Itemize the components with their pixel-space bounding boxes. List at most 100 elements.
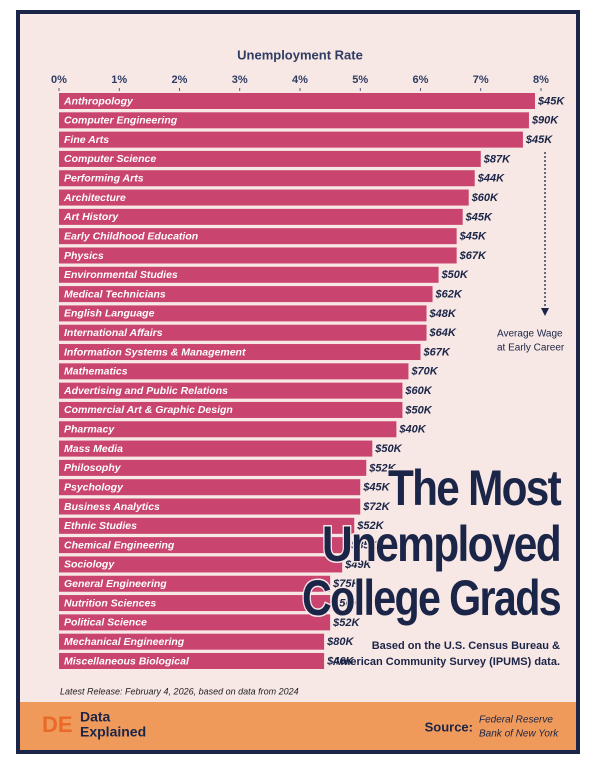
wage-label: $85K: [350, 540, 378, 552]
bar: [59, 614, 331, 631]
brand-name: Explained: [80, 724, 146, 740]
source-text: Federal Reserve: [479, 715, 553, 726]
y-tick-label: Chemical Engineering: [64, 539, 175, 551]
wage-label: $48K: [429, 308, 457, 320]
bar: [59, 247, 457, 264]
annotation: at Early Career: [497, 343, 565, 354]
y-tick-label: General Engineering: [64, 578, 167, 590]
y-tick-label: Psychology: [64, 481, 124, 493]
x-tick-label: 1%: [111, 74, 127, 86]
y-tick-label: Miscellaneous Biological: [64, 655, 190, 667]
bar: [59, 479, 361, 496]
bar: [59, 93, 535, 109]
wage-label: $50K: [374, 443, 402, 455]
bar: [59, 595, 331, 612]
y-tick-label: Sociology: [64, 559, 115, 571]
y-tick-label: Business Analytics: [64, 501, 160, 513]
bar: [59, 556, 343, 573]
y-tick-label: Mass Media: [64, 443, 123, 455]
subtitle: Based on the U.S. Census Bureau &: [372, 640, 560, 652]
wage-label: $62K: [435, 289, 463, 301]
x-tick-label: 6%: [413, 74, 429, 86]
x-tick-label: 8%: [533, 74, 549, 86]
wage-label: $64K: [429, 327, 457, 339]
wage-label: $45K: [537, 95, 565, 107]
bar: [59, 382, 403, 399]
subtitle: American Community Survey (IPUMS) data.: [333, 656, 560, 668]
y-tick-label: International Affairs: [64, 327, 163, 339]
bar: [59, 208, 463, 225]
bar: [59, 363, 409, 380]
bar: [59, 421, 397, 438]
bar: [59, 170, 475, 187]
footer-band: [20, 702, 576, 750]
y-tick-label: Computer Science: [64, 153, 156, 165]
wage-label: $50K: [404, 404, 432, 416]
y-tick-label: Advertising and Public Relations: [63, 385, 228, 397]
y-tick-label: Environmental Studies: [64, 269, 178, 281]
bar: [59, 150, 481, 167]
wage-label: $45K: [465, 211, 493, 223]
y-tick-label: Ethnic Studies: [64, 520, 137, 532]
wage-label: $52K: [356, 520, 384, 532]
y-tick-label: Fine Arts: [64, 134, 109, 146]
chart-title: The Most: [388, 460, 562, 516]
y-tick-label: Mechanical Engineering: [64, 636, 185, 648]
wage-label: $40K: [398, 424, 426, 436]
y-tick-label: Performing Arts: [64, 173, 144, 185]
y-tick-label: Physics: [64, 250, 104, 262]
wage-label: $46K: [326, 655, 354, 667]
brand-logo: DE: [42, 712, 73, 737]
wage-label: $52K: [368, 462, 396, 474]
wage-label: $67K: [423, 346, 451, 358]
wage-label: $45K: [525, 134, 553, 146]
bar: [59, 537, 349, 554]
y-tick-label: Political Science: [64, 617, 147, 629]
x-tick-label: 7%: [473, 74, 489, 86]
y-tick-label: Commercial Art & Graphic Design: [64, 404, 233, 416]
bar: [59, 112, 529, 129]
footnote: Latest Release: February 4, 2026, based …: [60, 686, 299, 696]
x-tick-label: 5%: [352, 74, 368, 86]
bar: [59, 324, 427, 341]
wage-label: $72K: [362, 501, 390, 513]
bar: [59, 401, 403, 418]
bar: [59, 286, 433, 303]
source-label: Source:: [425, 719, 473, 734]
bar: [59, 517, 355, 534]
x-tick-label: 2%: [172, 74, 188, 86]
bar: [59, 131, 523, 148]
bar: [59, 440, 373, 457]
wage-label: $49K: [344, 559, 372, 571]
chart-title: College Grads: [302, 570, 560, 626]
x-tick-label: 0%: [51, 74, 67, 86]
wage-label: $45K: [459, 231, 487, 243]
wage-label: $80K: [326, 636, 354, 648]
bar: [59, 652, 325, 669]
wage-label: $87K: [483, 153, 511, 165]
y-tick-label: Art History: [63, 211, 119, 223]
wage-label: $60K: [471, 192, 499, 204]
y-tick-label: English Language: [64, 308, 155, 320]
x-tick-label: 4%: [292, 74, 308, 86]
wage-label: $50K: [332, 597, 360, 609]
brand-name: Data: [80, 709, 111, 725]
bar: [59, 305, 427, 322]
source-text: Bank of New York: [479, 729, 559, 740]
y-tick-label: Philosophy: [64, 462, 122, 474]
wage-label: $70K: [410, 366, 438, 378]
y-tick-label: Architecture: [63, 192, 126, 204]
wage-label: $75K: [332, 578, 360, 590]
y-tick-label: Early Childhood Education: [64, 230, 198, 242]
wage-label: $44K: [477, 173, 505, 185]
wage-label: $67K: [459, 250, 487, 262]
y-tick-label: Mathematics: [64, 366, 128, 378]
chart-title: Unemployed: [322, 516, 560, 572]
y-tick-label: Pharmacy: [64, 424, 115, 436]
wage-label: $90K: [531, 115, 559, 127]
y-tick-label: Information Systems & Management: [64, 346, 246, 358]
wage-label: $52K: [332, 617, 360, 629]
bar: [59, 459, 367, 476]
bar: [59, 228, 457, 245]
